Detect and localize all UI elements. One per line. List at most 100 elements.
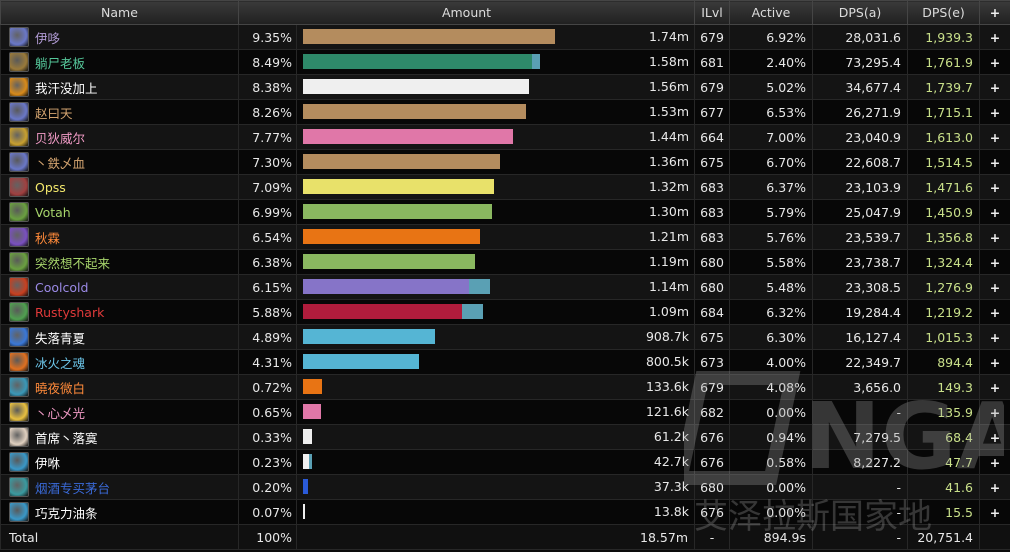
expand-row-button[interactable]: + <box>979 349 1010 375</box>
damage-bar-segment <box>303 254 475 269</box>
expand-row-button[interactable]: + <box>979 224 1010 250</box>
expand-row-button[interactable]: + <box>979 74 1010 100</box>
damage-amount: 1.53m <box>648 104 689 119</box>
expand-row-button[interactable]: + <box>979 24 1010 50</box>
header-name[interactable]: Name <box>0 0 239 25</box>
player-row[interactable]: Rustyshark 5.88% 1.09m 684 6.32% 19,284.4 1,21… <box>0 299 1010 325</box>
expand-row-button[interactable]: + <box>979 199 1010 225</box>
item-level: 679 <box>694 24 730 50</box>
expand-row-button[interactable]: + <box>979 174 1010 200</box>
active-percent: 5.58% <box>729 249 813 275</box>
damage-percent: 6.99% <box>238 199 297 225</box>
item-level: 683 <box>694 174 730 200</box>
damage-bar-segment <box>303 204 492 219</box>
dps-e-value: 1,276.9 <box>907 274 980 300</box>
item-level: 683 <box>694 224 730 250</box>
header-ilvl[interactable]: ILvl <box>694 0 730 25</box>
expand-row-button[interactable]: + <box>979 149 1010 175</box>
player-row[interactable]: 烟酒专买茅台 0.20% 37.3k 680 0.00% -41.6 + <box>0 474 1010 500</box>
damage-bar-segment <box>303 454 309 469</box>
player-row[interactable]: 冰火之魂 4.31% 800.5k 673 4.00% 22,349.7 894.4 + <box>0 349 1010 375</box>
header-active[interactable]: Active <box>729 0 813 25</box>
total-amount: 18.57m <box>296 524 695 550</box>
active-percent: 0.00% <box>729 474 813 500</box>
dps-e-value: 149.3 <box>907 374 980 400</box>
expand-row-button[interactable]: + <box>979 374 1010 400</box>
header-dps-a[interactable]: DPS(a) <box>812 0 908 25</box>
player-row[interactable]: 曉夜微白 0.72% 133.6k 679 4.08% 3,656.0 149.3 + <box>0 374 1010 400</box>
expand-row-button[interactable]: + <box>979 399 1010 425</box>
player-row[interactable]: 突然想不起来 6.38% 1.19m 680 5.58% 23,738.7 1,324.4 + <box>0 249 1010 275</box>
player-name: 秋霖 <box>35 230 61 246</box>
player-row[interactable]: 躺尸老板 8.49% 1.58m 681 2.40% 73,295.4 1,761.9 + <box>0 49 1010 75</box>
arrow-icon <box>9 202 29 222</box>
arrow-icon <box>9 252 29 272</box>
active-percent: 6.53% <box>729 99 813 125</box>
total-dps-e: 20,751.4 <box>907 524 980 550</box>
damage-amount: 800.5k <box>645 354 689 369</box>
damage-bar-segment <box>303 104 526 119</box>
player-row[interactable]: 我汗没加上 8.38% 1.56m 679 5.02% 34,677.4 1,739.7 + <box>0 74 1010 100</box>
expand-row-button[interactable]: + <box>979 124 1010 150</box>
dps-a-value: 3,656.0 <box>812 374 908 400</box>
shield-icon <box>9 127 29 147</box>
player-row[interactable]: Opss 7.09% 1.32m 683 6.37% 23,103.9 1,471.6 + <box>0 174 1010 200</box>
blade-icon <box>9 177 29 197</box>
damage-percent: 6.38% <box>238 249 297 275</box>
item-level: 676 <box>694 499 730 525</box>
player-name: 丶鉄乄血 <box>35 155 86 171</box>
active-percent: 5.76% <box>729 224 813 250</box>
dps-e-value: 1,356.8 <box>907 224 980 250</box>
header-dps-e[interactable]: DPS(e) <box>907 0 980 25</box>
dps-e-value: 1,219.2 <box>907 299 980 325</box>
player-row[interactable]: 贝狄威尔 7.77% 1.44m 664 7.00% 23,040.9 1,613.0 + <box>0 124 1010 150</box>
player-row[interactable]: 秋霖 6.54% 1.21m 683 5.76% 23,539.7 1,356.8 + <box>0 224 1010 250</box>
dps-a-value: 23,539.7 <box>812 224 908 250</box>
dps-e-value: 1,761.9 <box>907 49 980 75</box>
damage-percent: 8.38% <box>238 74 297 100</box>
expand-row-button[interactable]: + <box>979 499 1010 525</box>
expand-row-button[interactable]: + <box>979 299 1010 325</box>
player-row[interactable]: 伊哆 9.35% 1.74m 679 6.92% 28,031.6 1,939.3 + <box>0 24 1010 50</box>
dps-a-value: 26,271.9 <box>812 99 908 125</box>
add-column-button[interactable]: + <box>979 0 1010 25</box>
dps-a-value: 23,040.9 <box>812 124 908 150</box>
damage-amount: 1.56m <box>648 79 689 94</box>
player-row[interactable]: 丶心乄光 0.65% 121.6k 682 0.00% -135.9 + <box>0 399 1010 425</box>
damage-bar-segment <box>303 329 435 344</box>
player-row[interactable]: 失落青夏 4.89% 908.7k 675 6.30% 16,127.4 1,015.3 + <box>0 324 1010 350</box>
expand-row-button[interactable]: + <box>979 249 1010 275</box>
player-name: 冰火之魂 <box>35 355 86 371</box>
item-level: 675 <box>694 149 730 175</box>
expand-row-button[interactable]: + <box>979 99 1010 125</box>
skull-icon <box>9 77 29 97</box>
expand-row-button[interactable]: + <box>979 49 1010 75</box>
active-percent: 5.02% <box>729 74 813 100</box>
damage-percent: 8.26% <box>238 99 297 125</box>
player-row[interactable]: 巧克力油条 0.07% 13.8k 676 0.00% -15.5 + <box>0 499 1010 525</box>
expand-row-button[interactable]: + <box>979 324 1010 350</box>
damage-percent: 0.72% <box>238 374 297 400</box>
player-name: Votah <box>35 204 71 220</box>
expand-row-button[interactable]: + <box>979 424 1010 450</box>
active-percent: 4.08% <box>729 374 813 400</box>
player-name: 曉夜微白 <box>35 380 86 396</box>
player-row[interactable]: 首席丶落寞 0.33% 61.2k 676 0.94% 7,279.5 68.4 + <box>0 424 1010 450</box>
player-row[interactable]: 伊咻 0.23% 42.7k 676 0.58% 8,227.2 47.7 + <box>0 449 1010 475</box>
player-row[interactable]: 丶鉄乄血 7.30% 1.36m 675 6.70% 22,608.7 1,514.5 + <box>0 149 1010 175</box>
expand-row-button[interactable]: + <box>979 449 1010 475</box>
total-active: 894.9s <box>729 524 813 550</box>
dps-a-value: 23,103.9 <box>812 174 908 200</box>
header-amount[interactable]: Amount <box>238 0 695 25</box>
player-row[interactable]: Coolcold 6.15% 1.14m 680 5.48% 23,308.5 1,276.… <box>0 274 1010 300</box>
frost-icon <box>9 502 29 522</box>
dps-e-value: 1,324.4 <box>907 249 980 275</box>
player-row[interactable]: 赵曰天 8.26% 1.53m 677 6.53% 26,271.9 1,715.1 + <box>0 99 1010 125</box>
expand-row-button[interactable]: + <box>979 474 1010 500</box>
item-level: 680 <box>694 474 730 500</box>
player-row[interactable]: Votah 6.99% 1.30m 683 5.79% 25,047.9 1,450.9 + <box>0 199 1010 225</box>
expand-row-button[interactable]: + <box>979 274 1010 300</box>
damage-amount: 133.6k <box>645 379 689 394</box>
dps-e-value: 894.4 <box>907 349 980 375</box>
damage-percent: 6.54% <box>238 224 297 250</box>
